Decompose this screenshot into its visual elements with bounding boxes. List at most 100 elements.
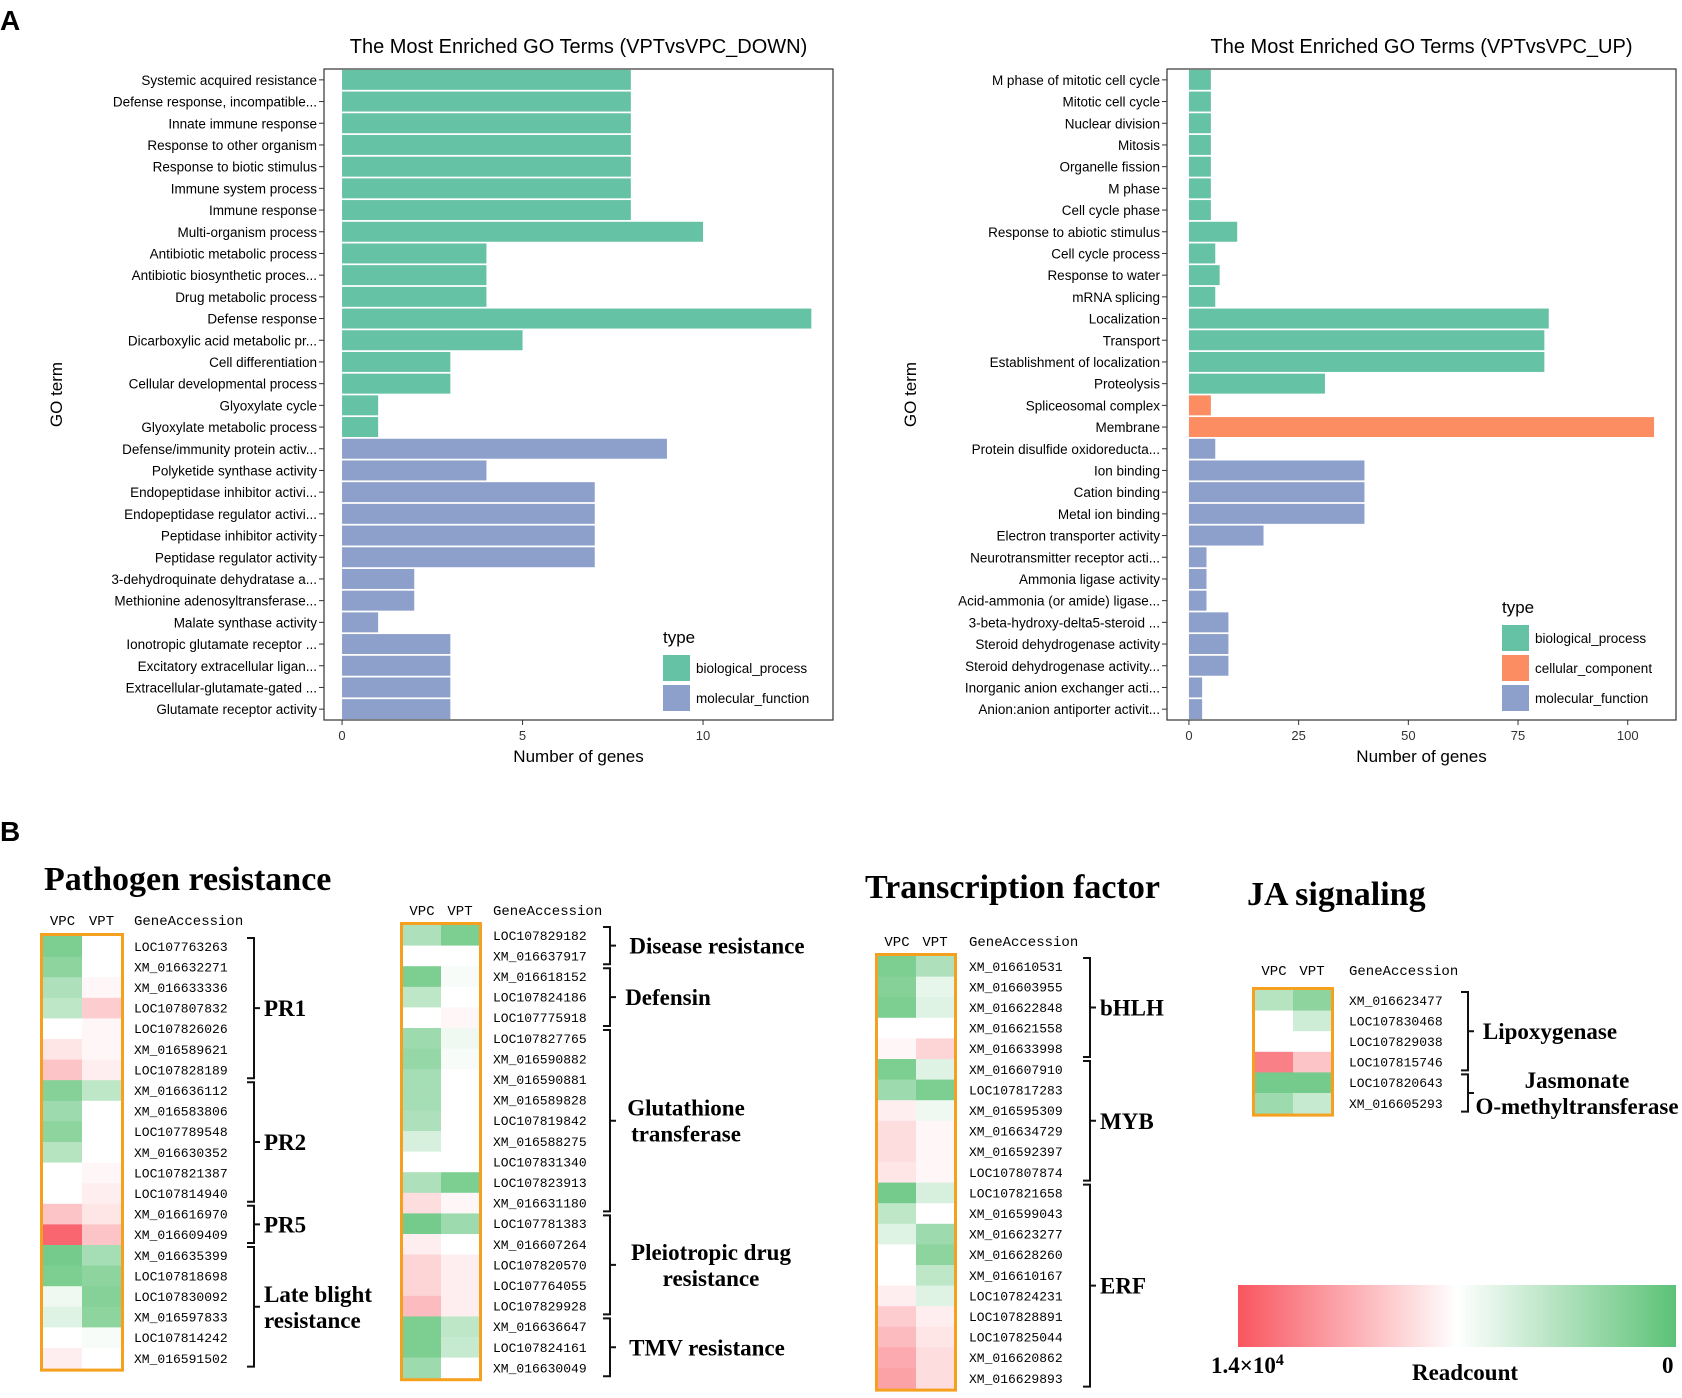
heat-cell-vpt <box>441 1172 479 1194</box>
heat-cell-vpc <box>878 997 916 1019</box>
y-tick-label: Proteolysis <box>1094 377 1160 392</box>
heat-cell-vpt <box>82 1183 121 1205</box>
group-bracket <box>247 937 260 1080</box>
heat-cell-vpc <box>878 1059 916 1080</box>
gene-accession: LOC107814242 <box>134 1331 228 1346</box>
gene-accession: XM_016637917 <box>493 949 587 964</box>
y-tick-label: Excitatory extracellular ligan... <box>138 659 317 674</box>
bar-ionotropic-glutamate-receptor <box>342 634 451 655</box>
heat-cell-vpc <box>43 1142 82 1163</box>
panel-label-b: B <box>0 816 20 847</box>
legend-label-molecular-function: molecular_function <box>1535 691 1648 706</box>
group-bracket <box>1461 1073 1474 1113</box>
heat-cell-vpc <box>403 986 441 1008</box>
gene-accession: LOC107831340 <box>493 1155 587 1170</box>
gene-accession: XM_016595309 <box>969 1104 1063 1119</box>
heat-cell-vpt <box>441 1007 479 1029</box>
gene-accession: XM_016616970 <box>134 1208 228 1223</box>
y-tick-label: Defense/immunity protein activ... <box>122 442 317 457</box>
x-tick-label: 0 <box>1185 728 1192 743</box>
heat-cell-vpt <box>82 956 121 978</box>
heat-cell-vpt <box>441 1192 479 1214</box>
heat-cell-vpt <box>82 936 121 957</box>
column-header-vpt: VPT <box>447 904 472 920</box>
y-tick-label: Peptidase regulator activity <box>155 550 317 565</box>
column-header-vpc: VPC <box>1261 964 1286 980</box>
chart-title: The Most Enriched GO Terms (VPTvsVPC_DOW… <box>350 36 808 58</box>
go-barchart-up: The Most Enriched GO Terms (VPTvsVPC_UP)… <box>901 36 1677 766</box>
heat-cell-vpt <box>441 1028 479 1049</box>
y-tick-label: M phase of mitotic cell cycle <box>992 73 1160 88</box>
heatmap-border <box>400 922 482 1382</box>
y-tick-label: Mitosis <box>1118 138 1160 153</box>
heat-cell-vpt <box>1293 1072 1331 1094</box>
heat-cell-vpt <box>916 1223 954 1245</box>
y-tick-label: Glyoxylate cycle <box>219 398 317 413</box>
bar-drug-metabolic-process <box>342 286 487 307</box>
heat-cell-vpc <box>1255 1072 1293 1094</box>
heat-cell-vpt <box>441 1295 479 1317</box>
gene-accession: XM_016629893 <box>969 1372 1063 1387</box>
bar-mrna-splicing <box>1188 286 1216 307</box>
heat-cell-vpc <box>403 1275 441 1297</box>
heat-cell-vpt <box>441 1131 479 1152</box>
heat-cell-vpc <box>43 1059 82 1081</box>
heat-cell-vpc <box>878 1223 916 1245</box>
heat-cell-vpt <box>441 925 479 946</box>
heat-cell-vpt <box>82 1224 121 1246</box>
gene-accession: XM_016623477 <box>1349 994 1443 1009</box>
heat-cell-vpc <box>878 956 916 977</box>
chart-title: The Most Enriched GO Terms (VPTvsVPC_UP) <box>1211 36 1633 58</box>
heatmap-title: Transcription factor <box>865 869 1160 906</box>
heat-cell-vpt <box>82 1306 121 1328</box>
y-tick-label: Malate synthase activity <box>174 615 318 630</box>
gene-accession: LOC107830092 <box>134 1290 228 1305</box>
gene-accession: LOC107763263 <box>134 940 228 955</box>
accession-header: GeneAccession <box>969 935 1078 951</box>
group-label: Late blight <box>264 1282 372 1307</box>
heat-cell-vpc <box>43 1039 82 1060</box>
gene-accession: XM_016605293 <box>1349 1097 1443 1112</box>
y-tick-label: Inorganic anion exchanger acti... <box>965 680 1160 695</box>
bar-3-beta-hydroxy-delta5-steroid <box>1188 612 1229 633</box>
bar-glutamate-receptor-activity <box>342 699 451 720</box>
gene-accession: XM_016592397 <box>969 1145 1063 1160</box>
gene-accession: XM_016588275 <box>493 1135 587 1150</box>
group-label: Defensin <box>625 985 711 1010</box>
heat-cell-vpt <box>916 976 954 998</box>
heat-cell-vpt <box>82 1327 121 1349</box>
heat-cell-vpc <box>878 1203 916 1225</box>
accession-header: GeneAccession <box>134 914 243 930</box>
gene-accession: XM_016634729 <box>969 1125 1063 1140</box>
heat-cell-vpc <box>43 1121 82 1143</box>
bar-response-to-biotic-stimulus <box>342 156 631 177</box>
heat-cell-vpt <box>916 1285 954 1307</box>
heat-cell-vpc <box>878 1182 916 1204</box>
gene-accession: XM_016630352 <box>134 1146 228 1161</box>
group-bracket <box>247 1204 260 1244</box>
heat-cell-vpt <box>441 1089 479 1111</box>
plot-frame <box>1166 68 1677 721</box>
heat-cell-vpc <box>403 1357 441 1379</box>
legend-label-cellular-component: cellular_component <box>1535 661 1652 676</box>
y-tick-label: Antibiotic metabolic process <box>150 246 318 261</box>
heat-cell-vpc <box>403 1316 441 1338</box>
gene-accession: LOC107821387 <box>134 1166 228 1181</box>
legend-swatch-molecular-function <box>663 685 690 711</box>
heatmap-pathogen-resistance-2: VPC VPT GeneAccession LOC107829182 XM_016637… <box>400 904 805 1382</box>
heat-cell-vpc <box>43 1183 82 1205</box>
heat-cell-vpc <box>1255 1051 1293 1073</box>
bar-protein-disulfide-oxidoreducta <box>1188 438 1216 459</box>
heat-cell-vpc <box>878 1100 916 1122</box>
y-tick-label: Response to abiotic stimulus <box>988 225 1160 240</box>
group-label: resistance <box>663 1266 760 1291</box>
heat-cell-vpc <box>43 1348 82 1369</box>
legend-swatch-biological-process <box>1502 625 1529 651</box>
heat-cell-vpc <box>43 1018 82 1040</box>
bar-antibiotic-metabolic-process <box>342 243 487 264</box>
y-tick-label: Electron transporter activity <box>996 529 1160 544</box>
group-label: resistance <box>264 1308 361 1333</box>
heat-cell-vpt <box>916 1182 954 1204</box>
gene-accession: XM_016633998 <box>969 1042 1063 1057</box>
